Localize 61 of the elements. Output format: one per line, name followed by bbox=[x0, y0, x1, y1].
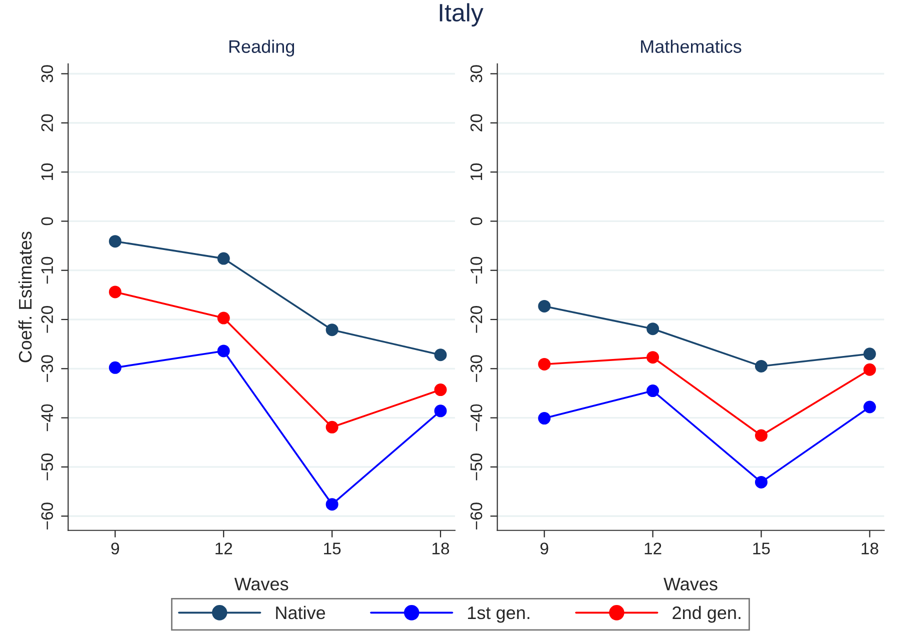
x-tick-label: 18 bbox=[862, 542, 878, 554]
point bbox=[217, 312, 230, 324]
chart-title: Italy bbox=[440, 3, 484, 26]
y-tick-label: 10 bbox=[41, 163, 54, 180]
x-axis-title: Waves bbox=[234, 578, 288, 590]
y-tick-label: −20 bbox=[41, 306, 54, 333]
x-tick-label: 15 bbox=[324, 542, 341, 554]
point bbox=[108, 361, 122, 374]
y-axis-title: Coeff. Estimates bbox=[18, 232, 32, 362]
point bbox=[754, 429, 768, 442]
y-tick-label: −20 bbox=[470, 306, 482, 333]
y-tick-label: −60 bbox=[470, 502, 482, 530]
x-tick-label: 9 bbox=[540, 542, 548, 554]
x-tick-label: 18 bbox=[432, 542, 450, 554]
legend-label: 1st gen. bbox=[468, 606, 530, 623]
y-tick-label: −30 bbox=[470, 355, 482, 382]
x-tick-label: 15 bbox=[753, 542, 770, 554]
point bbox=[863, 348, 876, 360]
point bbox=[538, 300, 551, 312]
y-tick-label: 10 bbox=[470, 163, 482, 180]
point bbox=[646, 351, 660, 364]
y-tick-label: −40 bbox=[470, 404, 482, 432]
y-tick-label: −60 bbox=[41, 502, 54, 530]
x-tick-label: 12 bbox=[216, 542, 232, 554]
y-tick-label: −40 bbox=[41, 404, 54, 432]
point bbox=[863, 363, 876, 376]
chart-subtitle: Reading bbox=[229, 40, 294, 57]
y-tick-label: 20 bbox=[41, 114, 54, 132]
point bbox=[754, 476, 768, 488]
point bbox=[108, 235, 122, 248]
legend-label: 2nd gen. bbox=[672, 606, 740, 623]
y-tick-label: −10 bbox=[470, 256, 482, 284]
point bbox=[646, 384, 660, 398]
y-tick-label: 20 bbox=[470, 114, 482, 132]
y-tick-label: 0 bbox=[41, 217, 54, 226]
y-tick-label: 30 bbox=[41, 65, 54, 82]
point bbox=[326, 498, 338, 511]
y-tick-label: −30 bbox=[41, 355, 54, 382]
legend-label: Native bbox=[276, 606, 326, 620]
point bbox=[754, 360, 768, 372]
y-tick-label: 0 bbox=[470, 217, 482, 226]
x-axis-title: Waves bbox=[664, 578, 718, 590]
point bbox=[326, 420, 338, 434]
y-tick-label: −10 bbox=[41, 256, 54, 284]
point bbox=[217, 344, 230, 358]
y-tick-label: −50 bbox=[470, 453, 482, 480]
y-tick-label: 30 bbox=[470, 65, 482, 82]
point bbox=[434, 348, 447, 362]
point bbox=[538, 412, 551, 425]
point bbox=[538, 358, 551, 370]
x-tick-label: 9 bbox=[111, 542, 119, 554]
point bbox=[434, 384, 447, 396]
point bbox=[434, 404, 447, 418]
point bbox=[646, 322, 660, 336]
point bbox=[863, 400, 876, 414]
x-tick-label: 12 bbox=[644, 542, 662, 554]
y-tick-label: −50 bbox=[41, 453, 54, 480]
point bbox=[326, 324, 338, 336]
point bbox=[217, 252, 230, 265]
point bbox=[108, 286, 122, 298]
chart-subtitle: Mathematics bbox=[641, 40, 742, 53]
